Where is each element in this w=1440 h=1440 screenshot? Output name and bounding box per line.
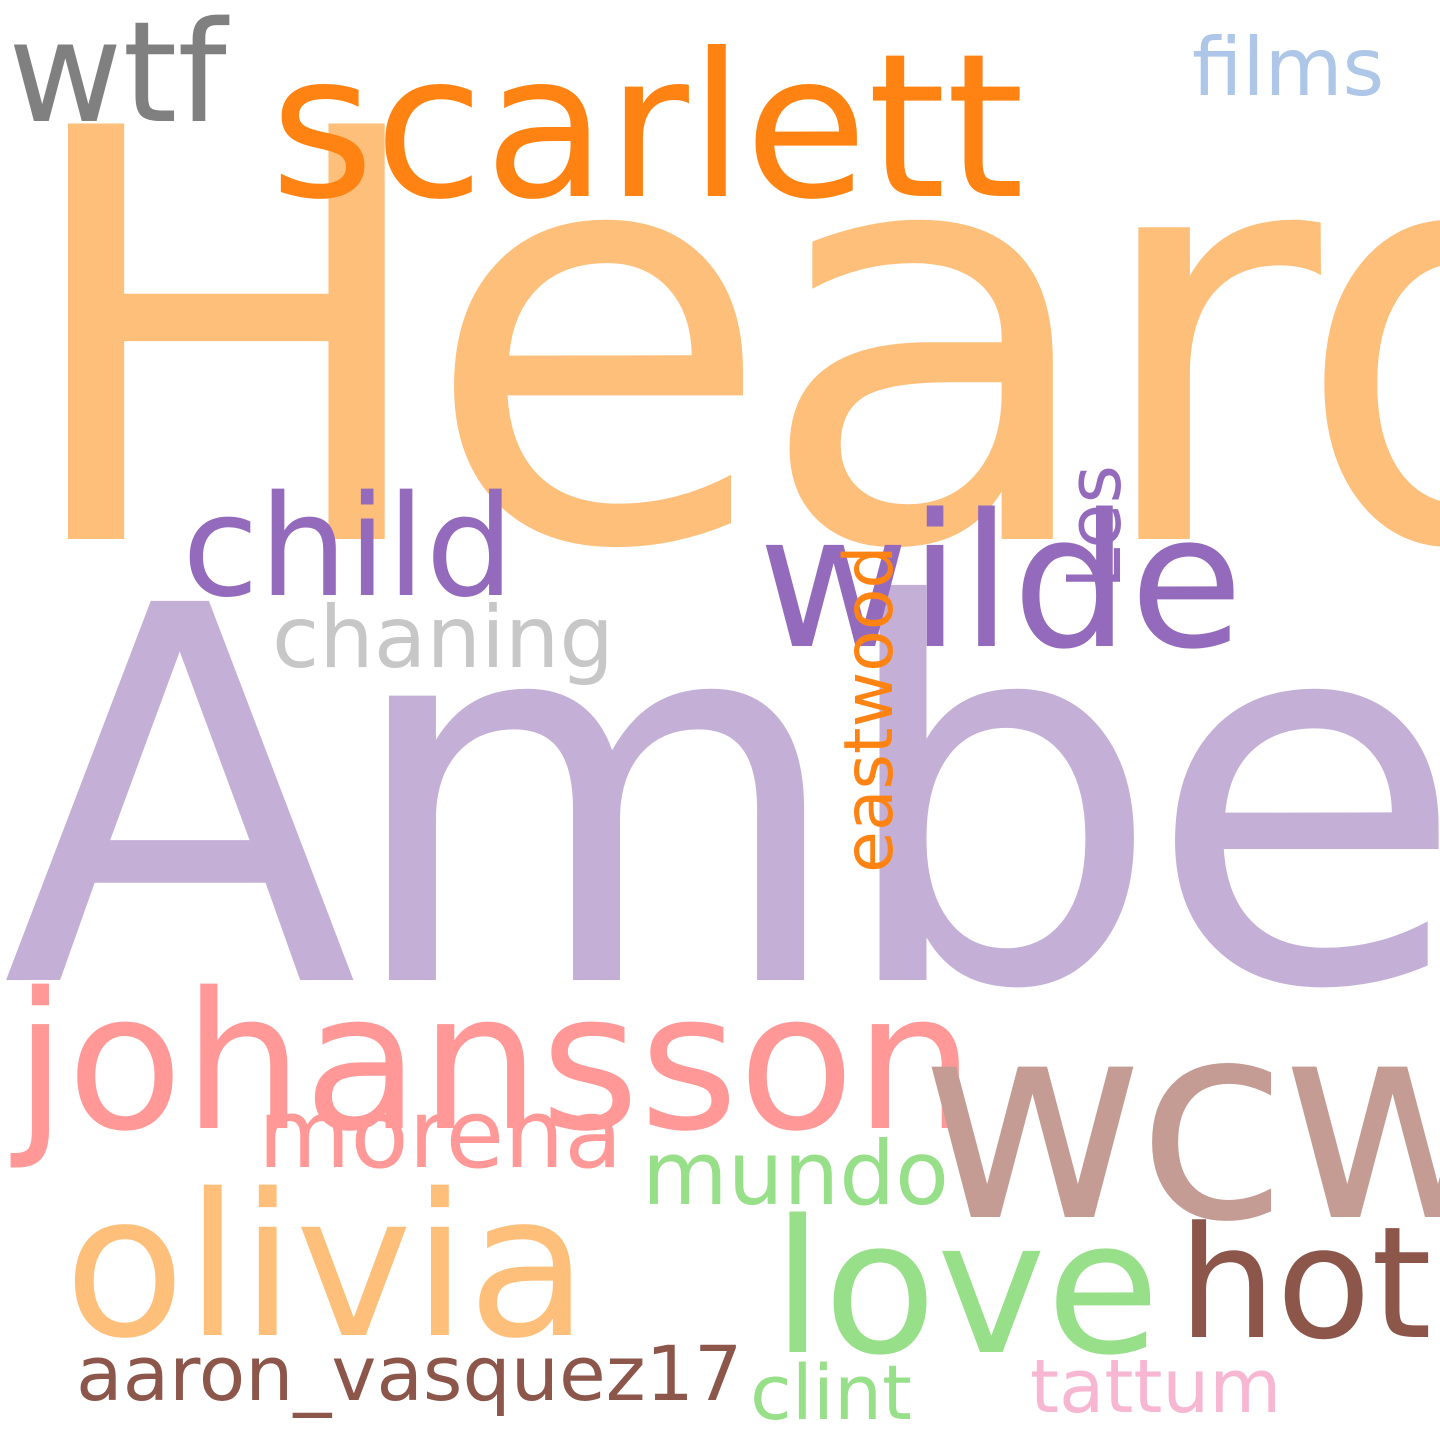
word-morena: morena — [258, 1080, 623, 1190]
word-mundo: mundo — [642, 1122, 949, 1225]
word-olivia: olivia — [64, 1151, 589, 1382]
word-les: Les — [1052, 464, 1138, 589]
word-heard: Heard — [12, 11, 1440, 674]
word-johansson: johansson — [14, 952, 975, 1173]
word-wcw: wcw — [920, 962, 1440, 1282]
word-wilde: wilde — [758, 474, 1244, 690]
word-aaron-vasquez17: aaron_vasquez17 — [76, 1329, 743, 1418]
word-amber: Amber — [2, 497, 1440, 1103]
word-clint: clint — [750, 1348, 912, 1437]
word-tattum: tattum — [1030, 1344, 1282, 1430]
word-love: love — [772, 1180, 1160, 1396]
word-films: films — [1192, 21, 1385, 114]
word-child: child — [182, 466, 515, 629]
word-scarlett: scarlett — [270, 11, 1025, 244]
word-hot: hot — [1178, 1193, 1432, 1374]
word-wtf: wtf — [8, 0, 227, 155]
word-chaning: chaning — [272, 588, 614, 688]
word-eastwood: eastwood — [830, 545, 909, 873]
